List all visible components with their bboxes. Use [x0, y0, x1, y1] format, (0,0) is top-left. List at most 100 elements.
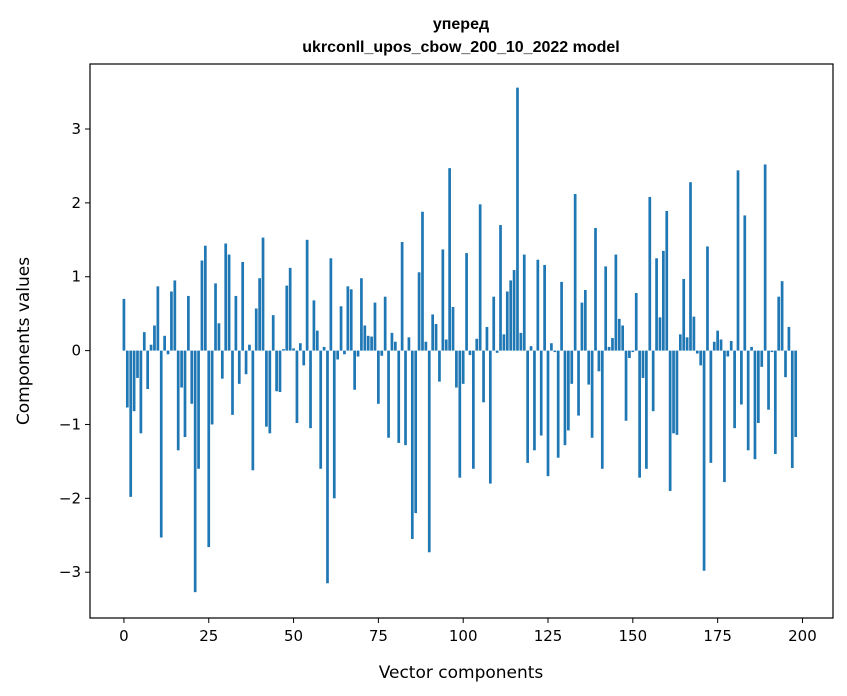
bar-126: [550, 343, 553, 351]
bar-93: [438, 350, 441, 382]
bar-144: [611, 338, 614, 351]
bar-192: [773, 350, 777, 455]
bar-109: [492, 296, 496, 351]
bar-97: [451, 307, 455, 351]
bar-67: [349, 289, 353, 351]
bar-119: [526, 350, 530, 463]
bar-150: [631, 350, 635, 353]
bar-9: [153, 325, 156, 351]
bar-174: [712, 341, 716, 351]
bar-123: [539, 350, 543, 436]
bar-188: [760, 350, 764, 367]
bar-116: [516, 87, 519, 351]
bar-40: [258, 278, 261, 351]
bar-83: [404, 350, 407, 446]
bar-187: [757, 350, 760, 423]
y-axis-label: Components values: [14, 257, 34, 425]
bar-115: [512, 270, 516, 351]
bar-28: [217, 323, 221, 351]
bar-177: [723, 350, 726, 483]
bar-15: [173, 280, 177, 351]
bar-12: [163, 335, 166, 351]
bar-151: [634, 292, 638, 351]
bar-21: [193, 350, 197, 593]
x-tick-label: 0: [119, 627, 129, 645]
y-tick-label: −1: [59, 415, 81, 433]
y-tick-label: −3: [59, 563, 81, 581]
bar-95: [444, 339, 448, 351]
bar-76: [380, 350, 384, 356]
bar-30: [224, 243, 228, 351]
bar-96: [448, 168, 451, 351]
bar-38: [251, 350, 255, 471]
y-tick-label: 1: [71, 268, 81, 286]
bar-94: [441, 249, 445, 351]
plot-frame: [89, 63, 834, 619]
bar-157: [655, 258, 658, 351]
bar-193: [777, 296, 781, 351]
bar-120: [529, 346, 533, 351]
bar-19: [187, 295, 190, 351]
bar-118: [522, 254, 526, 351]
bar-25: [207, 350, 211, 548]
bar-6: [142, 332, 146, 351]
bar-195: [784, 350, 787, 378]
bar-146: [617, 318, 621, 351]
bar-127: [553, 350, 557, 353]
bar-182: [740, 350, 743, 405]
bar-103: [472, 350, 475, 469]
bar-167: [689, 182, 692, 351]
bar-23: [200, 260, 204, 351]
bar-65: [343, 350, 346, 355]
bar-185: [750, 346, 753, 351]
bar-164: [678, 334, 682, 351]
bar-130: [563, 350, 567, 446]
bar-26: [210, 350, 214, 425]
bar-80: [393, 341, 397, 351]
bar-189: [763, 164, 767, 351]
bar-99: [458, 350, 462, 478]
bar-16: [176, 350, 180, 451]
bar-series: [122, 87, 798, 593]
bar-62: [332, 350, 336, 499]
bar-124: [543, 264, 546, 351]
bar-121: [533, 350, 536, 451]
bar-86: [414, 350, 418, 514]
chart-title-line-2: ukrconll_upos_cbow_200_10_2022 model: [302, 39, 619, 56]
bar-39: [254, 308, 258, 351]
bar-73: [370, 336, 373, 351]
bar-179: [729, 341, 733, 351]
y-tick-label: 2: [71, 194, 81, 212]
bar-140: [597, 350, 601, 372]
bar-176: [719, 339, 723, 351]
bar-31: [227, 254, 231, 351]
bar-69: [356, 350, 360, 357]
bar-110: [495, 350, 499, 353]
bar-84: [407, 337, 411, 351]
bar-55: [309, 350, 312, 429]
bar-49: [288, 267, 292, 351]
bar-117: [519, 332, 523, 351]
bar-186: [753, 350, 757, 460]
bar-190: [767, 350, 770, 410]
bar-45: [275, 350, 278, 392]
bar-70: [360, 278, 363, 351]
bar-51: [295, 350, 299, 423]
bar-74: [373, 302, 377, 351]
bar-129: [560, 281, 563, 351]
bar-13: [166, 350, 170, 355]
bar-112: [502, 334, 506, 351]
bar-24: [203, 245, 207, 351]
bar-138: [590, 350, 594, 438]
bar-122: [536, 259, 540, 351]
bar-108: [488, 350, 492, 484]
bar-0: [122, 298, 126, 351]
bar-50: [292, 348, 295, 351]
bar-88: [421, 211, 424, 351]
bar-53: [302, 350, 306, 366]
bar-162: [672, 350, 675, 434]
bar-183: [743, 215, 747, 351]
bar-42: [265, 350, 268, 427]
bar-43: [268, 350, 272, 434]
bar-102: [468, 350, 472, 356]
